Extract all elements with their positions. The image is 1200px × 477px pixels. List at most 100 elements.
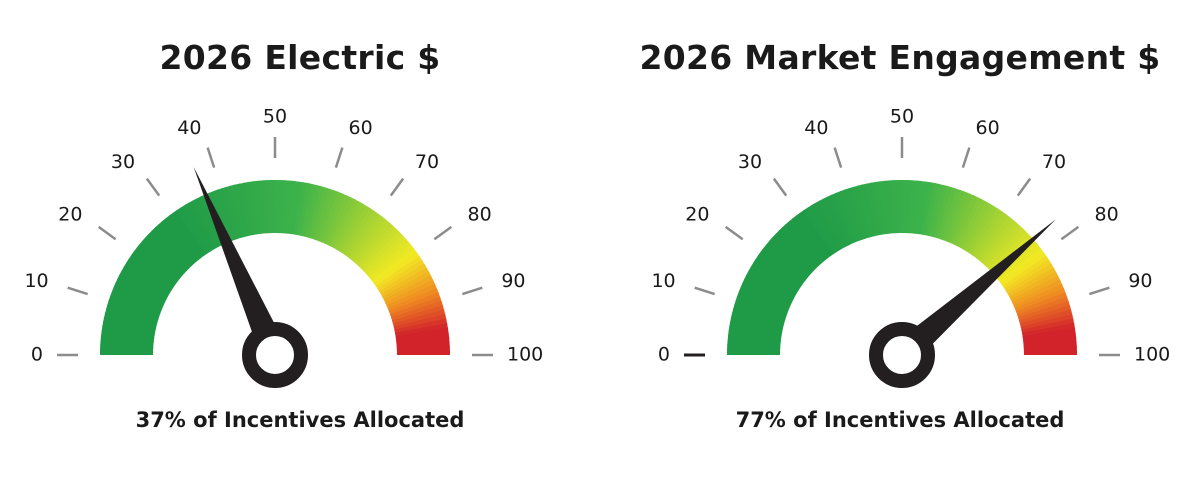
gauge-arc-segment <box>229 184 248 238</box>
gauge-tick <box>461 286 483 296</box>
gauge-arc-segment <box>1019 309 1073 328</box>
gauge-arc-segment <box>784 220 824 265</box>
gauge-arc-segment <box>778 226 819 269</box>
gauge-arc-segment <box>795 212 832 259</box>
gauge-arc-segment <box>148 229 190 272</box>
gauge-arc-segment <box>358 228 401 270</box>
gauge-arc-segment <box>168 212 205 259</box>
gauge-arc-segment <box>879 180 891 235</box>
gauge-arc-segment <box>750 262 799 294</box>
gauge-arc-segment <box>1007 267 1057 298</box>
gauge-arc-segment <box>1023 350 1077 355</box>
gauge-title: 2026 Market Engagement $ <box>639 38 1161 77</box>
gauge-arc-segment <box>391 300 444 322</box>
gauge-needle <box>892 219 1056 366</box>
gauge-arc-segment <box>191 198 221 248</box>
gauge-arc-segment <box>1002 255 1050 290</box>
gauge-arc-segment <box>978 218 1018 264</box>
gauge-arc-segment <box>1022 332 1077 344</box>
gauge-arc-segment <box>1004 259 1053 293</box>
gauge-arc-segment <box>117 273 167 303</box>
gauge-arc-segment <box>960 201 992 250</box>
gauge-arc-segment <box>234 183 251 237</box>
gauge-arc-segment <box>852 185 872 239</box>
gauge-tick-label: 0 <box>31 344 43 366</box>
gauge-arc-segment <box>948 193 975 245</box>
gauge-arc-segment <box>354 221 394 266</box>
gauge-caption: 77% of Incentives Allocated <box>735 408 1065 432</box>
gauge-arc-segment <box>806 204 840 253</box>
gauge-tick <box>97 225 117 241</box>
gauge-arc-segment <box>344 210 380 258</box>
gauge-arc-segment <box>740 282 792 309</box>
gauge-arc-segment <box>865 182 882 236</box>
gauge-arc-segment <box>346 213 383 259</box>
gauge-arc-segment <box>361 231 404 272</box>
gauge-arc-segment <box>1009 271 1059 301</box>
gauge-arc-segment <box>195 196 224 247</box>
gauge-tick <box>145 177 161 197</box>
gauge-arc-segment <box>965 205 999 254</box>
gauge-tick <box>724 225 744 241</box>
gauge-arc-segment <box>341 208 376 256</box>
gauge-arc-segment <box>247 181 261 235</box>
gauge-arc-segment <box>883 180 894 234</box>
gauge-arc-segment <box>1010 275 1061 304</box>
gauge-caption: 37% of Incentives Allocated <box>135 408 465 432</box>
gauge-arc-segment <box>383 275 434 304</box>
gauge-arc-segment <box>830 192 857 244</box>
gauge-tick-label: 0 <box>658 344 670 366</box>
gauge-market-engagement: 2026 Market Engagement $ 0 10 20 30 40 50 60 70… <box>600 0 1200 477</box>
gauge-arc-segment <box>141 236 186 276</box>
gauge-arc-segment <box>856 184 875 238</box>
gauge-arc-segment <box>151 226 192 269</box>
gauge-tick-label: 90 <box>1128 270 1152 292</box>
gauge-arc-segment <box>1015 292 1068 316</box>
gauge-arc-segment <box>391 305 445 325</box>
gauge-arc-segment <box>208 190 233 243</box>
gauge-arc-segment <box>388 292 441 316</box>
gauge-arc-segment <box>394 318 448 335</box>
gauge-arc-segment <box>144 233 188 274</box>
gauge-tick-label: 10 <box>24 270 48 292</box>
gauge-arc-segment <box>752 258 801 292</box>
gauge-arc-segment <box>393 314 447 331</box>
gauge-arc-segment <box>814 200 845 250</box>
gauge-arc-segment <box>775 229 817 272</box>
gauge-tick <box>833 147 843 169</box>
gauge-arc-segment <box>996 244 1042 282</box>
gauge-arc-segment <box>976 216 1014 261</box>
gauge-arc-segment <box>1021 318 1075 335</box>
gauge-tick-label: 80 <box>1095 204 1119 226</box>
gauge-arc-segment <box>113 282 165 309</box>
gauge-arc-segment <box>336 203 368 252</box>
gauge-arc-segment <box>119 269 169 300</box>
gauge-electric: 2026 Electric $ 0 10 20 30 40 50 60 70 80 90 100 3… <box>24 38 543 432</box>
gauge-arc-segment <box>968 208 1003 256</box>
gauge-arc-segment <box>385 279 436 307</box>
gauge-arc-segment <box>998 248 1045 285</box>
gauge-arc-segment <box>988 231 1031 272</box>
gauge-arc-segment <box>985 228 1028 270</box>
gauge-tick <box>1060 225 1080 241</box>
gauge-svg: 0 10 20 30 40 50 60 70 80 90 100 <box>651 106 1170 388</box>
gauge-tick-label: 30 <box>738 151 762 173</box>
gauge-arc-segment <box>1012 279 1063 307</box>
gauge-arc-segment <box>387 288 440 313</box>
gauge-tick-label: 10 <box>651 270 675 292</box>
gauge-tick <box>694 286 716 296</box>
gauge-arc-segment <box>154 223 195 267</box>
gauge-title: 2026 Electric $ <box>159 38 441 77</box>
gauge-arc-segment <box>951 195 979 246</box>
gauge-tick-label: 50 <box>890 106 914 128</box>
gauge-tick-label: 30 <box>111 151 135 173</box>
gauge-arc-segment <box>835 190 860 243</box>
gauge-arc-segment <box>380 267 430 298</box>
gauge-arc-segment <box>957 199 988 249</box>
gauge-tick-label: 70 <box>415 151 439 173</box>
gauge-arc-segment <box>356 224 397 268</box>
gauge-arc-segment <box>382 271 432 301</box>
gauge-arc-segment <box>187 200 218 250</box>
gauge-arc-segment <box>395 327 449 341</box>
gauge-arc-segment <box>121 265 170 297</box>
